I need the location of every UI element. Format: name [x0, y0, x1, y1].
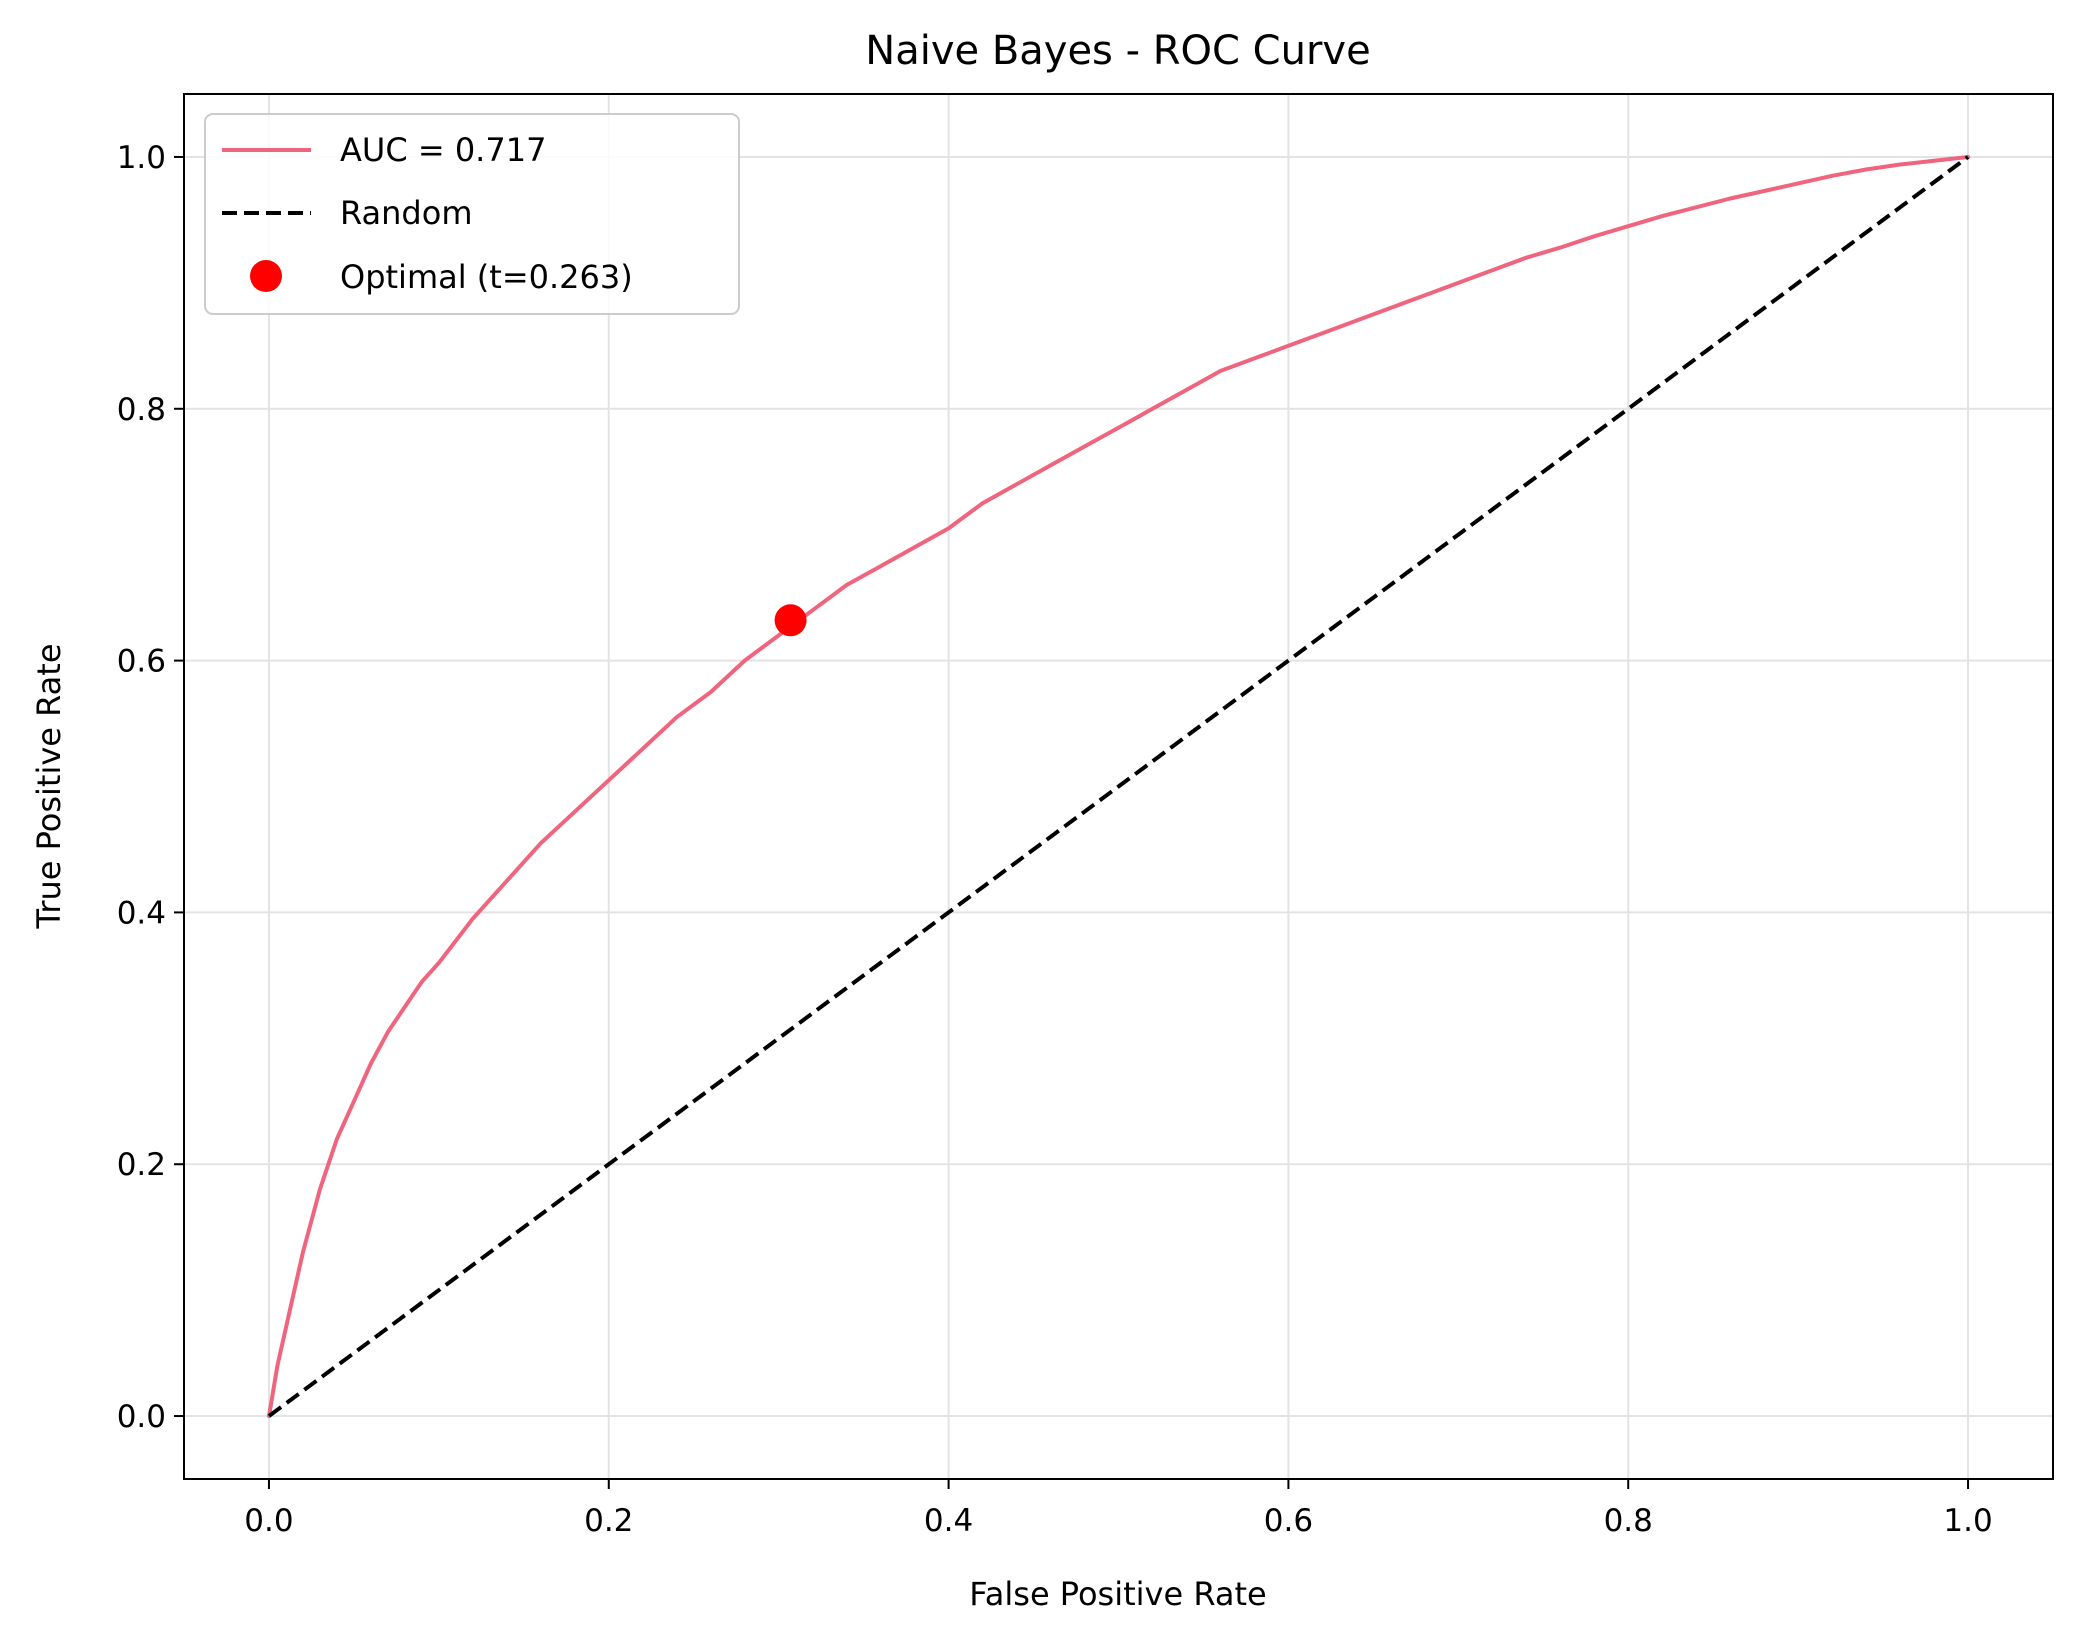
- y-tick-label: 0.6: [117, 644, 166, 680]
- x-tick-label: 0.2: [584, 1503, 633, 1539]
- roc-curve-line: [267, 155, 1970, 1418]
- x-axis-label: False Positive Rate: [969, 1575, 1266, 1613]
- grid: [184, 94, 2053, 1479]
- y-tick-label: 1.0: [117, 140, 166, 176]
- legend-box: [204, 113, 740, 315]
- y-tick-label: 0.8: [117, 392, 166, 428]
- x-tick-label: 0.6: [1264, 1503, 1313, 1539]
- y-tick-label: 0.0: [117, 1399, 166, 1435]
- legend-label-auc: AUC = 0.717: [340, 131, 546, 169]
- y-tick-label: 0.2: [117, 1147, 166, 1183]
- optimal-threshold-marker: [774, 604, 807, 637]
- y-axis-ticks: 0.0 0.2 0.4 0.6 0.8 1.0: [117, 140, 184, 1435]
- plot-area: [267, 155, 1970, 1418]
- random-diagonal-line: [267, 155, 1970, 1418]
- chart-title: Naive Bayes - ROC Curve: [865, 28, 1370, 74]
- axes-frame: [183, 93, 2054, 1480]
- y-axis-label: True Positive Rate: [30, 643, 68, 929]
- x-tick-label: 0.4: [924, 1503, 973, 1539]
- x-tick-label: 0.0: [244, 1503, 293, 1539]
- x-tick-label: 1.0: [1943, 1503, 1992, 1539]
- x-tick-label: 0.8: [1604, 1503, 1653, 1539]
- legend-swatch-optimal: [250, 260, 282, 292]
- x-axis-ticks: 0.0 0.2 0.4 0.6 0.8 1.0: [244, 1479, 1993, 1539]
- y-tick-label: 0.4: [117, 895, 166, 931]
- legend: AUC = 0.717 Random Optimal (t=0.263): [204, 113, 740, 315]
- legend-label-optimal: Optimal (t=0.263): [340, 258, 633, 296]
- legend-label-random: Random: [340, 194, 472, 232]
